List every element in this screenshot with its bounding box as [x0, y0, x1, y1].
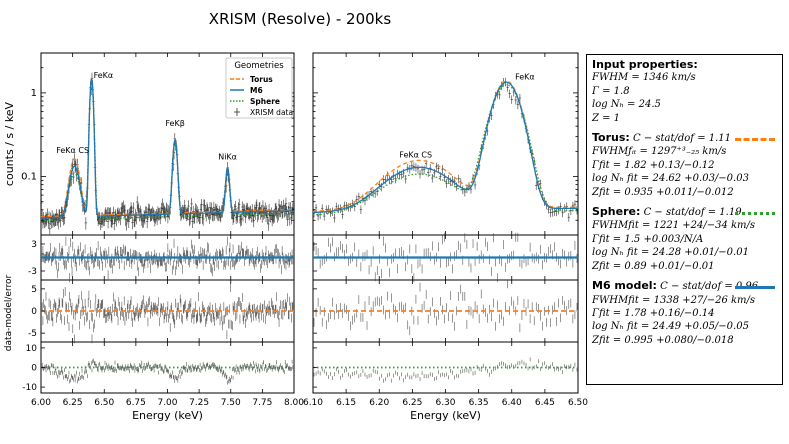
left-xtick-label: 6.25 [63, 398, 83, 408]
torus-fwhm: FWHMƒᵢₜ = 1297⁺³₋₂₅ km/s [592, 146, 727, 158]
right-model-line-m6 [313, 81, 578, 214]
residual-ytick-label: -5 [28, 329, 37, 339]
annotation-right-feka: FeKα [515, 72, 535, 81]
residual-ytick-label: 0 [31, 364, 37, 374]
legend-label-3: XRISM data [250, 108, 293, 117]
left-model-line-m6 [41, 78, 295, 219]
spectrum-yaxis-label: counts / s / keV [3, 101, 16, 186]
right-xtick-label: 6.30 [435, 398, 455, 408]
residual-ytick-label: -10 [22, 383, 37, 393]
sphere-section: Sphere: C − stat/dof = 1.19 FWHMfit = 12… [592, 205, 777, 273]
residual-ytick-label: 3 [31, 240, 37, 250]
right-model-line-sphere [312, 84, 578, 216]
torus-swatch [735, 138, 775, 142]
sphere-swatch [735, 212, 775, 216]
residual-ytick-label: 5 [31, 285, 37, 295]
torus-gamma: Γfit = 1.82 +0.13/−0.12 [592, 159, 715, 171]
torus-header: Torus: [592, 131, 630, 145]
annotation-nika: NiKα [218, 152, 237, 161]
input-gamma: Γ = 1.8 [592, 85, 630, 97]
right-xtick-label: 6.50 [568, 398, 588, 408]
left-xtick-label: 7.25 [189, 398, 209, 408]
sphere-z: Zfit = 0.89 +0.01/−0.01 [592, 260, 715, 272]
m6-z: Zfit = 0.995 +0.080/−0.018 [592, 334, 734, 346]
right-xtick-label: 6.10 [303, 398, 323, 408]
right-model-line-torus [313, 80, 578, 213]
torus-lognh: log Nₕ fit = 24.62 +0.03/−0.03 [592, 173, 749, 185]
legend-title: Geometries [234, 61, 284, 71]
left-xaxis-label: Energy (keV) [132, 409, 203, 422]
torus-z: Zfit = 0.935 +0.011/−0.012 [592, 186, 734, 198]
annotation-feka: FeKα [94, 71, 114, 80]
right-xtick-label: 6.40 [502, 398, 522, 408]
legend-label-1: M6 [250, 86, 263, 95]
left-xtick-label: 6.50 [94, 398, 114, 408]
sphere-gamma: Γfit = 1.5 +0.003/N/A [592, 233, 704, 245]
annotation-fekb: FeKβ [165, 119, 184, 128]
left-xtick-label: 6.00 [31, 398, 51, 408]
left-residual-frame-2 [40, 341, 295, 394]
right-xaxis-label: Energy (keV) [410, 409, 481, 422]
plot-area: 0.1 1 3 -3 5 0 -5 10 0 -10 6.00 6.25 6.50 6.75 7.00 7.2… [3, 52, 588, 422]
left-xtick-label: 7.00 [157, 398, 177, 408]
m6-stat: C − stat/dof = 0.96 [660, 281, 759, 293]
m6-gamma: Γfit = 1.78 +0.16/−0.14 [592, 307, 715, 319]
input-z: Z = 1 [592, 112, 621, 124]
right-xtick-label: 6.45 [535, 398, 555, 408]
m6-section: M6 model: C − stat/dof = 0.96 FWHMfit = … [592, 279, 777, 347]
sphere-fwhm: FWHMfit = 1221 +24/−34 km/s [592, 220, 756, 232]
spectrum-ytick-label-0: 0.1 [21, 172, 37, 183]
info-panel: Input properties: FWHM = 1346 km/s Γ = 1… [586, 54, 783, 385]
m6-fwhm: FWHMfit = 1338 +27/−26 km/s [592, 294, 756, 306]
right-xtick-label: 6.20 [369, 398, 389, 408]
right-xtick-label: 6.15 [336, 398, 356, 408]
m6-header: M6 model: [592, 279, 657, 293]
legend-box [225, 57, 293, 119]
residual-ytick-label: -3 [28, 267, 37, 277]
right-xtick-label: 6.35 [469, 398, 489, 408]
left-xtick-label: 7.50 [221, 398, 241, 408]
residual-ytick-label: 10 [26, 344, 38, 354]
left-xtick-label: 6.75 [126, 398, 146, 408]
torus-stat: C − stat/dof = 1.11 [633, 133, 732, 145]
input-lognh: log Nₕ = 24.5 [592, 99, 661, 111]
residual-yaxis-label: data-model/error [4, 275, 14, 352]
spectrum-ytick-label-1: 1 [31, 88, 37, 99]
annotation-right-feka-cs: FeKα CS [399, 150, 432, 159]
left-model-line-torus [40, 77, 294, 218]
input-header: Input properties: [592, 58, 698, 71]
legend-label-2: Sphere [250, 97, 280, 106]
annotation-feka-cs: FeKα CS [56, 146, 89, 155]
left-xtick-label: 8.00 [284, 398, 304, 408]
legend-label-0: Torus [250, 75, 273, 84]
sphere-lognh: log Nₕ fit = 24.28 +0.01/−0.01 [592, 247, 749, 259]
input-fwhm: FWHM = 1346 km/s [592, 72, 696, 84]
left-residual-frame-1 [40, 279, 295, 343]
residual-ytick-label: 0 [31, 307, 37, 317]
chart-title: XRISM (Resolve) - 200ks [209, 10, 392, 28]
left-xtick-label: 7.75 [252, 398, 272, 408]
m6-lognh: log Nₕ fit = 24.49 +0.05/−0.05 [592, 321, 749, 333]
sphere-header: Sphere: [592, 205, 641, 219]
m6-swatch [735, 286, 775, 290]
sphere-stat: C − stat/dof = 1.19 [643, 207, 742, 219]
torus-section: Torus: C − stat/dof = 1.11 FWHMƒᵢₜ = 129… [592, 131, 777, 199]
right-xtick-label: 6.25 [402, 398, 422, 408]
